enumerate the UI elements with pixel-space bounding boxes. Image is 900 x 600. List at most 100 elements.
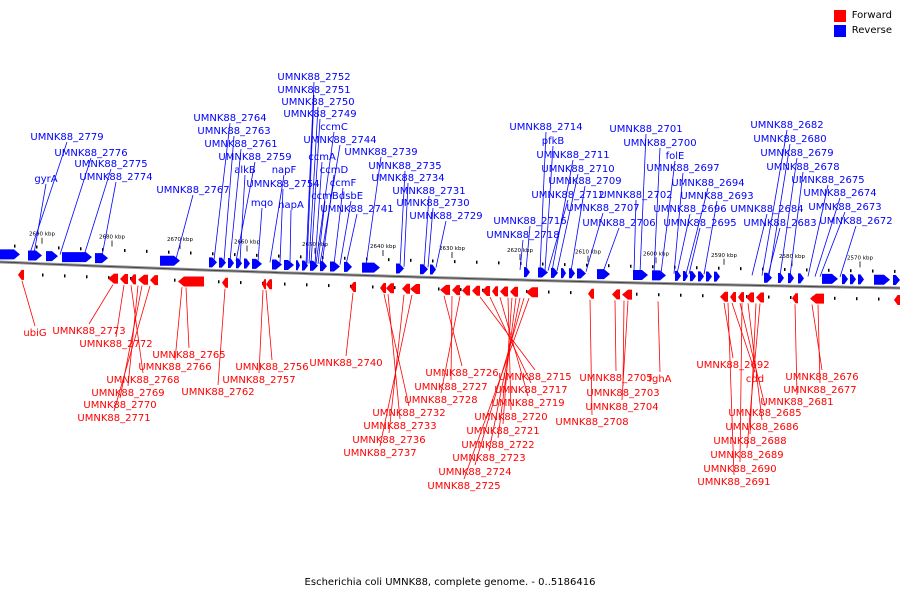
forward-gene-label: UMNK88_2689 [710, 450, 783, 461]
forward-gene-leader [258, 290, 264, 374]
forward-gene-arrow [262, 279, 266, 290]
reverse-gene-leader [315, 131, 335, 264]
forward-gene-label: UMNK88_2690 [703, 464, 776, 475]
minor-mark [394, 286, 396, 290]
reverse-gene-leader [814, 197, 841, 277]
forward-gene-label: UMNK88_2766 [138, 362, 211, 373]
forward-gene-leader [749, 303, 757, 435]
reverse-gene-leader [321, 174, 335, 265]
minor-mark [878, 297, 880, 301]
reverse-gene-leader [819, 211, 846, 277]
forward-gene-arrow [756, 292, 764, 303]
forward-gene-label: UMNK88_2719 [491, 398, 564, 409]
reverse-gene-leader [308, 106, 319, 264]
reverse-gene-leader [544, 145, 554, 271]
forward-gene-label: ubiG [23, 328, 46, 339]
minor-mark [42, 273, 44, 277]
forward-gene-leader [727, 302, 735, 476]
genome-caption: Escherichia coli UMNK88, complete genome… [304, 577, 596, 588]
reverse-gene-label: ccmD [320, 165, 349, 176]
minor-mark [432, 259, 434, 263]
reverse-gene-label: UMNK88_2706 [582, 218, 655, 229]
scale-label: 2670 kbp [167, 237, 193, 243]
forward-gene-leader [794, 304, 798, 396]
legend-label-forward: Forward [851, 10, 892, 21]
reverse-gene-label: ccmB [311, 191, 339, 202]
forward-gene-arrow [130, 274, 136, 285]
reverse-gene-arrow [219, 257, 226, 268]
forward-gene-label: UMNK88_2726 [425, 368, 498, 379]
reverse-gene-label: UMNK88_2696 [653, 204, 726, 215]
reverse-gene-label: UMNK88_2707 [566, 203, 639, 214]
forward-gene-arrow [730, 291, 736, 302]
reverse-gene-leader [556, 173, 579, 272]
minor-mark [278, 254, 280, 258]
forward-gene-leader [88, 284, 114, 325]
forward-gene-label: UMNK88_2681 [760, 397, 833, 408]
reverse-gene-arrow [310, 260, 318, 271]
reverse-gene-arrow [320, 261, 327, 272]
forward-gene-label: UMNK88_2737 [343, 448, 416, 459]
forward-gene-arrow [492, 286, 498, 297]
forward-gene-arrow [738, 292, 744, 303]
forward-gene-leader [217, 288, 226, 386]
reverse-gene-label: gyrA [34, 174, 57, 185]
forward-gene-leader [499, 297, 529, 397]
reverse-gene-arrow [698, 271, 704, 282]
forward-gene-label: UMNK88_2677 [783, 385, 856, 396]
forward-gene-label: fghA [648, 374, 671, 385]
reverse-gene-label: UMNK88_2709 [548, 176, 621, 187]
reverse-gene-arrow [850, 274, 856, 285]
reverse-gene-leader [399, 170, 406, 267]
forward-gene-label: UMNK88_2768 [106, 375, 179, 386]
forward-gene-label: UMNK88_2676 [785, 372, 858, 383]
reverse-gene-label: UMNK88_2718 [486, 230, 559, 241]
reverse-gene-leader [703, 200, 718, 275]
forward-gene-label: UMNK88_2740 [309, 358, 382, 369]
reverse-gene-label: UMNK88_2679 [760, 148, 833, 159]
reverse-gene-label: ccmC [320, 122, 348, 133]
minor-mark [36, 245, 38, 249]
minor-mark [58, 246, 60, 250]
forward-gene-arrow [178, 276, 204, 287]
reverse-gene-arrow [778, 272, 784, 283]
reverse-gene-leader [519, 239, 524, 270]
reverse-gene-label: UMNK88_2731 [392, 186, 465, 197]
forward-gene-label: UMNK88_2688 [713, 436, 786, 447]
forward-gene-arrow [810, 293, 824, 304]
minor-mark [768, 295, 770, 299]
reverse-gene-arrow [28, 250, 42, 261]
legend: Forward Reverse [833, 8, 892, 38]
forward-gene-label: UMNK88_2757 [222, 375, 295, 386]
reverse-gene-label: UMNK88_2693 [680, 191, 753, 202]
reverse-gene-arrow [302, 260, 308, 271]
reverse-gene-leader [239, 174, 246, 262]
reverse-gene-leader [789, 171, 804, 277]
reverse-gene-arrow [95, 253, 108, 264]
forward-gene-leader [383, 293, 410, 407]
reverse-gene-label: UMNK88_2684 [730, 204, 803, 215]
forward-gene-arrow [222, 277, 228, 288]
reverse-gene-label: UMNK88_2744 [303, 135, 376, 146]
minor-mark [284, 282, 286, 286]
legend-item-forward: Forward [833, 8, 892, 23]
minor-mark [834, 296, 836, 300]
reverse-gene-arrow [652, 270, 666, 281]
scale-label: 2650 kbp [302, 242, 328, 248]
reverse-gene-arrow [430, 264, 436, 275]
reverse-swatch [833, 24, 846, 37]
forward-gene-arrow [18, 269, 24, 280]
forward-gene-arrow [894, 294, 900, 305]
scale-label: 2690 kbp [29, 232, 55, 238]
forward-gene-arrow [472, 285, 480, 296]
forward-gene-leader [474, 297, 525, 466]
forward-gene-label: UMNK88_2685 [728, 408, 801, 419]
minor-mark [64, 274, 66, 278]
forward-gene-label: UMNK88_2771 [77, 413, 150, 424]
reverse-gene-leader [676, 213, 691, 274]
reverse-gene-leader [423, 195, 430, 268]
reverse-gene-leader [768, 143, 791, 276]
forward-gene-leader [507, 297, 512, 411]
reverse-gene-leader [83, 168, 112, 256]
